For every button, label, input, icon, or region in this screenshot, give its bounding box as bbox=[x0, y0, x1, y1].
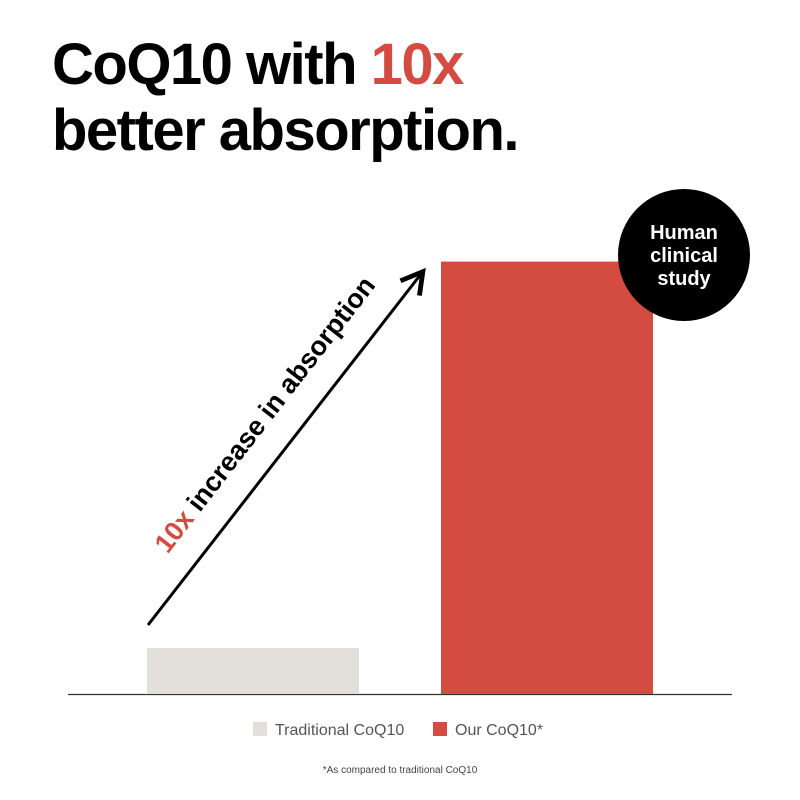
badge-text: Human bbox=[650, 222, 718, 244]
legend-label: Our CoQ10* bbox=[455, 722, 543, 739]
badge-text: study bbox=[657, 268, 711, 290]
title-highlight: 10x bbox=[371, 32, 465, 97]
legend-swatch bbox=[253, 722, 267, 736]
arrow bbox=[146, 267, 426, 626]
title-line-2: better absorption. bbox=[52, 98, 518, 163]
bar bbox=[147, 648, 359, 694]
title-text: CoQ10 with bbox=[52, 32, 356, 97]
legend-label: Traditional CoQ10 bbox=[275, 722, 404, 739]
badge-text: clinical bbox=[650, 245, 718, 267]
bar bbox=[441, 261, 653, 694]
badge bbox=[618, 189, 750, 321]
title-line-1: CoQ10 with 10x bbox=[52, 32, 464, 97]
legend-swatch bbox=[433, 722, 447, 736]
footnote: *As compared to traditional CoQ10 bbox=[323, 765, 478, 776]
